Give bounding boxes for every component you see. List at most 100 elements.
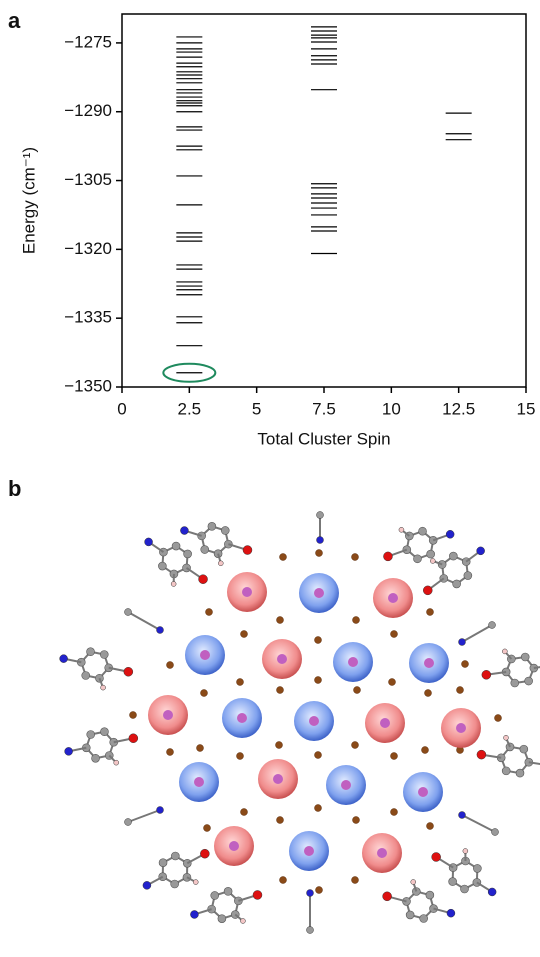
x-axis-label: Total Cluster Spin [257, 429, 390, 448]
bond [461, 624, 493, 643]
x-tick-label: 15 [517, 399, 536, 418]
carbon-atom [449, 551, 458, 561]
carbon-atom [81, 671, 91, 680]
small-atom [240, 630, 248, 638]
ion-center [309, 716, 319, 726]
carbon-atom [86, 647, 95, 657]
small-atom [421, 746, 429, 754]
small-atom [314, 676, 322, 684]
small-atom [351, 741, 359, 749]
ion-center [304, 846, 314, 856]
ion-center [341, 780, 351, 790]
y-tick-label: −1320 [64, 239, 112, 258]
ion-center [237, 713, 247, 723]
small-atom [240, 808, 248, 816]
atom [458, 638, 466, 646]
atom [458, 811, 466, 819]
atom [200, 848, 210, 859]
carbon-atom [473, 864, 482, 873]
ion-center [424, 658, 434, 668]
atom [156, 806, 164, 814]
bond [127, 809, 161, 823]
small-atom [390, 808, 398, 816]
atom [128, 733, 139, 743]
carbon-atom [100, 727, 109, 737]
small-atom [390, 630, 398, 638]
bond [127, 611, 161, 631]
ion-center [194, 777, 204, 787]
panel-label: b [8, 476, 21, 501]
atom [124, 818, 132, 826]
y-tick-label: −1335 [64, 308, 112, 327]
small-atom [314, 804, 322, 812]
small-atom [315, 549, 323, 557]
y-tick-label: −1305 [64, 170, 112, 189]
atom [398, 527, 405, 533]
atom [306, 926, 314, 934]
atom [144, 537, 153, 547]
carbon-atom [223, 887, 233, 896]
atom [123, 667, 134, 677]
bond [461, 814, 496, 833]
small-atom [196, 744, 204, 752]
atom [382, 891, 392, 902]
small-atom [275, 741, 283, 749]
bond [533, 666, 540, 670]
carbon-atom [171, 541, 181, 551]
atom [242, 545, 253, 555]
y-tick-label: −1275 [64, 32, 112, 51]
atom [423, 585, 433, 596]
atom [170, 581, 177, 587]
atom [410, 879, 417, 885]
small-atom [351, 876, 359, 884]
small-atom [166, 661, 174, 669]
small-atom [276, 816, 284, 824]
carbon-atom [460, 884, 469, 894]
carbon-atom [510, 678, 520, 688]
ion-center [242, 587, 252, 597]
atom [487, 887, 497, 897]
small-atom [205, 608, 213, 616]
x-tick-label: 2.5 [178, 399, 202, 418]
carbon-atom [405, 910, 415, 920]
carbon-atom [413, 554, 422, 564]
ion-center [388, 593, 398, 603]
carbon-atom [99, 650, 109, 659]
ion-center [377, 848, 387, 858]
carbon-atom [419, 914, 428, 923]
atom [190, 910, 199, 919]
carbon-atom [91, 753, 100, 763]
ion-center [456, 723, 466, 733]
carbon-atom [524, 676, 533, 686]
small-atom [461, 660, 469, 668]
atom [100, 684, 106, 691]
ion-center [348, 657, 358, 667]
small-atom [424, 689, 432, 697]
x-tick-label: 0 [117, 399, 126, 418]
ion-center [418, 787, 428, 797]
atom [476, 546, 485, 556]
ion-center [163, 710, 173, 720]
carbon-atom [519, 744, 529, 754]
small-atom [236, 752, 244, 760]
carbon-atom [86, 730, 96, 739]
y-axis-label: Energy (cm⁻¹) [19, 147, 38, 254]
small-atom [456, 686, 464, 694]
highlight-ellipse [162, 362, 217, 383]
ion-center [380, 718, 390, 728]
small-atom [279, 553, 287, 561]
atom [502, 648, 508, 655]
carbon-atom [505, 742, 515, 752]
small-atom [200, 689, 208, 697]
ion-center [229, 841, 239, 851]
small-atom [315, 886, 323, 894]
atom [64, 747, 73, 756]
small-atom [203, 824, 211, 832]
atom [252, 890, 263, 900]
atom [446, 908, 456, 918]
bond [528, 761, 540, 766]
ion-center [200, 650, 210, 660]
carbon-atom [170, 879, 179, 889]
y-tick-label: −1290 [64, 101, 112, 120]
x-tick-label: 5 [252, 399, 261, 418]
